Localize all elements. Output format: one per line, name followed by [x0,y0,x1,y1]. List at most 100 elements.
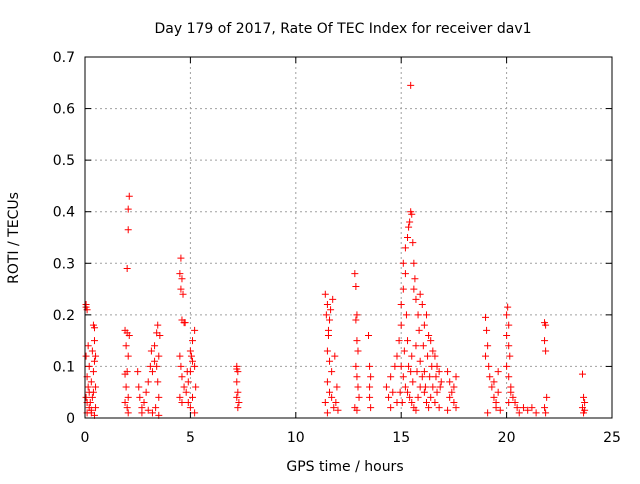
data-point [416,290,424,298]
data-point [422,399,430,407]
data-point [353,373,361,381]
data-point [507,388,515,396]
data-point [452,404,460,412]
data-point [404,234,412,241]
data-point [177,254,185,262]
data-point [418,373,426,381]
data-point [496,406,504,414]
y-tick-label: 0.2 [53,308,75,324]
data-point [331,352,339,360]
data-point [528,404,536,412]
data-point [144,406,152,414]
data-point [395,337,403,345]
x-tick-label: 10 [287,430,305,446]
data-point [450,399,458,407]
x-tick-label: 5 [186,430,195,446]
data-point [189,337,197,345]
data-point [124,205,132,213]
data-point [330,404,338,412]
data-point [482,313,490,321]
data-point [432,373,440,381]
data-point [444,406,452,414]
data-point [503,311,511,319]
data-point [90,357,98,365]
data-point [366,393,374,401]
data-point [184,378,192,386]
data-point [406,393,414,401]
data-points [82,81,589,419]
data-point [413,368,421,376]
data-point [82,352,90,360]
data-point [122,342,130,350]
data-point [189,393,197,401]
data-point [146,362,154,370]
data-point [233,378,241,386]
data-point [367,404,375,412]
plot-border [84,56,613,419]
data-point [154,321,162,329]
data-point [124,393,132,401]
data-point [505,321,513,329]
data-point [515,409,523,417]
data-point [482,352,490,360]
data-point [420,368,428,376]
data-point [408,399,416,407]
x-tick-label: 20 [498,430,516,446]
y-tick-label: 0.6 [53,102,75,118]
data-point [332,399,340,407]
y-tick-label: 0.3 [53,256,75,272]
data-point [429,347,437,355]
data-point [125,331,133,339]
data-point [180,383,188,391]
data-point [154,378,162,386]
data-point [401,244,409,252]
data-point [505,373,513,381]
data-point [353,337,361,345]
data-point [323,347,331,355]
data-point [140,399,148,407]
data-point [233,393,241,401]
data-point [148,409,156,417]
data-point [152,404,160,412]
data-point [351,270,359,278]
data-point [182,388,190,396]
data-point [321,399,329,407]
data-point [433,388,441,396]
data-point [191,362,199,370]
data-point [89,368,97,376]
data-point [187,352,195,360]
data-point [177,285,185,293]
data-point [84,342,92,350]
data-point [450,383,458,391]
data-point [92,383,100,391]
data-point [397,301,405,309]
data-point [488,383,496,391]
data-point [404,388,412,396]
data-point [437,378,445,386]
data-point [431,352,439,360]
data-point [354,347,362,355]
data-point [352,316,360,324]
data-point [408,210,416,218]
data-point [324,326,332,334]
data-point [446,378,454,386]
data-point [420,388,428,396]
data-point [524,406,532,414]
data-point [138,409,146,417]
data-point [506,352,514,360]
data-point [365,331,373,339]
data-point [410,259,418,267]
data-point [355,393,363,401]
data-point [397,362,405,370]
data-point [436,383,444,391]
data-point [144,378,152,386]
data-point [426,373,434,381]
data-point [486,373,494,381]
data-point [431,399,439,407]
data-point [181,319,189,327]
data-point [90,324,98,332]
y-axis-label: ROTI / TECUs [6,192,22,284]
data-point [84,383,92,391]
data-point [92,352,100,360]
